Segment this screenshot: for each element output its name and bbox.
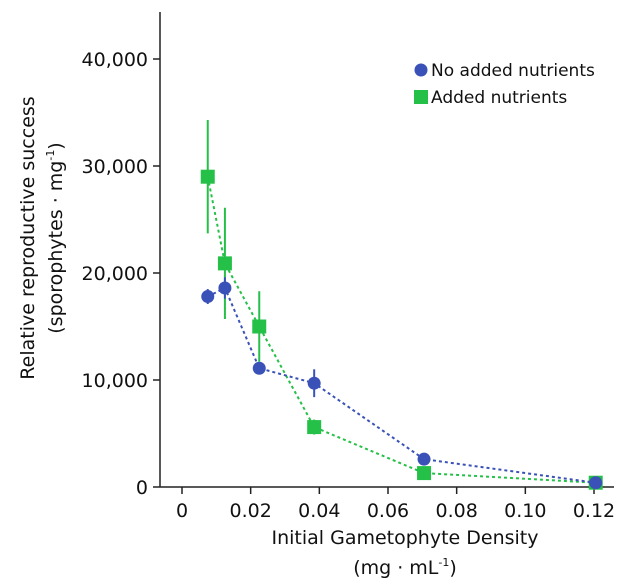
series-no-nutrients [201,277,603,490]
data-point-no-nutrients [589,476,603,490]
y-axis-title: Relative reproductive success [17,96,39,379]
data-point-added-nutrients [307,420,322,435]
x-unit-sup: -1 [438,556,449,569]
series-line-no-nutrients [207,286,596,484]
x-tick-label: 0.02 [230,500,272,522]
data-point-no-nutrients [201,290,215,304]
legend-label-added-nutrients: Added nutrients [431,88,567,108]
x-tick-label: 0.04 [298,500,340,522]
legend-marker-added-nutrients [414,90,428,104]
series-line-added-nutrients [206,176,596,484]
data-point-no-nutrients [307,376,321,390]
x-tick-label: 0.08 [436,500,478,522]
data-point-added-nutrients [200,169,215,184]
data-point-added-nutrients [417,466,432,481]
y-tick-label: 10,000 [82,370,148,392]
y-unit-suffix: ) [45,142,67,149]
legend-marker-no-nutrients [414,63,428,77]
legend-label-no-nutrients: No added nutrients [431,61,595,81]
series-layer [200,119,603,490]
data-point-no-nutrients [252,361,266,375]
series-added-nutrients [200,119,603,490]
x-unit-prefix: (mg · mL [353,557,439,579]
legend: No added nutrients Added nutrients [414,61,595,108]
data-point-added-nutrients [252,319,267,334]
y-tick-label: 40,000 [82,49,148,71]
ticks: 0 0.02 0.04 0.06 0.08 0.10 0.12 0 10,000 20,000 30… [82,49,616,522]
y-tick-label: 20,000 [82,263,148,285]
data-point-no-nutrients [417,452,431,466]
x-axis-unit: (mg · mL-1) [353,556,457,579]
y-unit-prefix: (sporophytes · mg [45,161,67,334]
y-axis-unit: (sporophytes · mg-1) [44,142,67,333]
axes [159,12,614,488]
y-tick-label: 30,000 [82,156,148,178]
data-point-no-nutrients [218,281,232,295]
x-tick-label: 0.10 [504,500,546,522]
x-unit-suffix: ) [449,557,456,579]
x-tick-label: 0.12 [573,500,615,522]
data-point-added-nutrients [217,256,232,271]
y-unit-sup: -1 [44,150,57,161]
y-tick-label: 0 [136,477,148,499]
x-axis-title: Initial Gametophyte Density [271,527,538,549]
x-tick-label: 0 [176,500,188,522]
x-tick-label: 0.06 [367,500,409,522]
